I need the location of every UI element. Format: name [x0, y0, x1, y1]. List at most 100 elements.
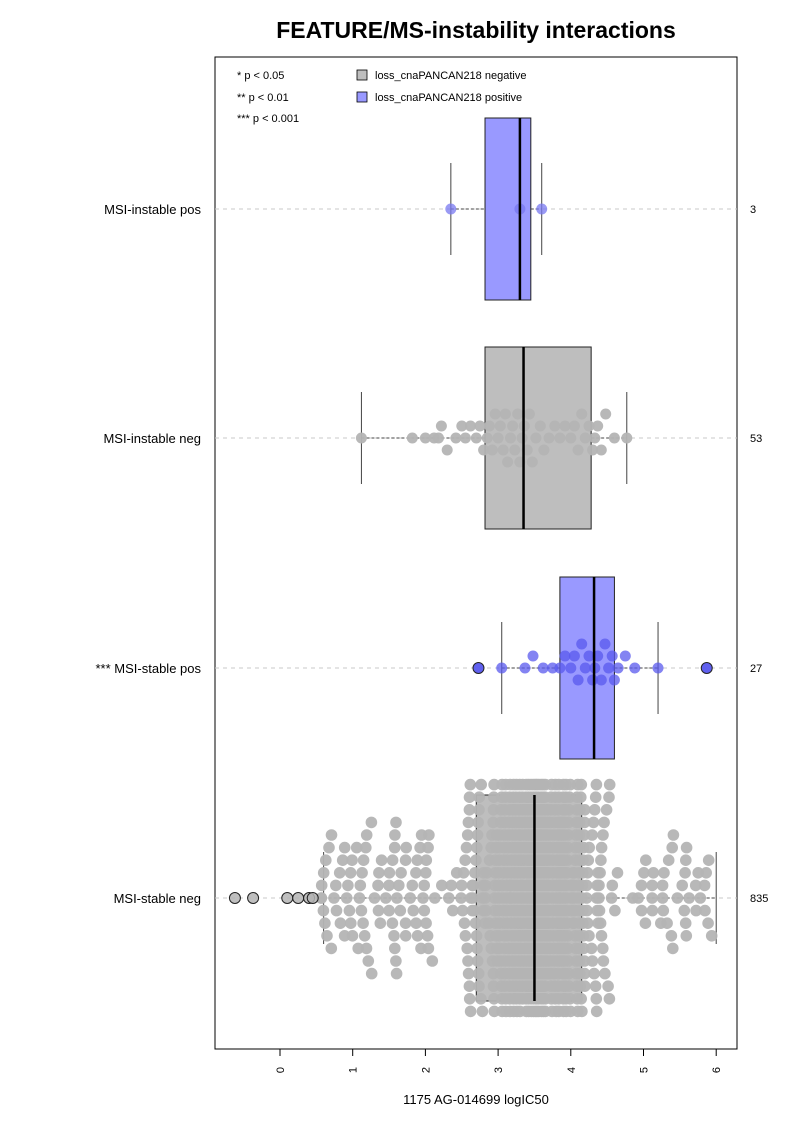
data-point	[595, 930, 608, 942]
data-point	[470, 432, 482, 444]
data-point	[365, 816, 378, 829]
data-point	[365, 967, 378, 980]
data-point	[423, 829, 435, 841]
group: MSI-stable neg 835	[114, 778, 768, 1018]
data-point	[594, 917, 607, 929]
data-point	[662, 854, 675, 866]
data-point	[478, 444, 490, 456]
data-point	[608, 432, 620, 444]
data-point	[489, 408, 501, 420]
data-point	[592, 420, 604, 432]
data-point	[411, 854, 424, 866]
data-point	[471, 841, 483, 854]
data-point	[505, 432, 516, 444]
data-point	[593, 904, 606, 917]
data-point	[443, 892, 455, 904]
data-point	[593, 879, 605, 892]
data-point	[579, 980, 591, 992]
data-point	[583, 930, 595, 942]
data-point	[473, 804, 485, 816]
data-point	[549, 420, 561, 432]
data-point	[492, 432, 504, 444]
data-point	[400, 841, 413, 854]
data-point	[683, 892, 695, 904]
data-point	[345, 917, 357, 929]
data-point	[597, 829, 609, 841]
data-point	[417, 892, 429, 904]
data-point	[429, 892, 441, 904]
data-point	[368, 892, 381, 904]
data-point	[455, 879, 468, 892]
data-point	[656, 892, 669, 904]
data-point	[583, 420, 595, 432]
data-point	[590, 1005, 603, 1018]
data-point	[680, 854, 692, 866]
data-point	[410, 917, 422, 929]
sig-legend-1: * p < 0.05	[237, 70, 284, 82]
data-point	[554, 432, 566, 444]
data-point	[456, 904, 469, 917]
data-point	[656, 879, 669, 892]
legend-swatch-negative	[356, 69, 368, 81]
data-point	[459, 432, 471, 444]
data-point	[358, 930, 371, 942]
data-point	[698, 879, 711, 892]
data-point	[354, 879, 367, 892]
data-point	[464, 778, 477, 791]
x-tick-label: 3	[493, 1067, 505, 1073]
data-point	[519, 662, 531, 674]
data-point	[372, 904, 385, 917]
data-point	[389, 942, 401, 955]
x-tick-label: 6	[711, 1067, 723, 1073]
data-point	[657, 904, 670, 917]
data-point	[586, 829, 598, 841]
data-point	[462, 955, 474, 967]
data-point	[612, 662, 624, 674]
data-point	[538, 444, 550, 456]
data-point	[667, 829, 680, 841]
data-point	[360, 841, 372, 854]
data-point	[462, 967, 475, 980]
data-point	[559, 420, 571, 432]
data-point	[647, 867, 660, 879]
data-point	[580, 892, 593, 904]
data-point	[325, 829, 338, 841]
data-point	[362, 955, 375, 967]
data-point	[463, 804, 476, 816]
data-point	[692, 867, 704, 879]
data-point	[333, 867, 346, 879]
data-point	[468, 904, 480, 917]
data-point	[702, 917, 714, 929]
data-point	[619, 650, 631, 662]
data-point	[375, 854, 388, 866]
data-point	[640, 854, 652, 866]
data-point	[420, 867, 432, 879]
data-point	[676, 879, 688, 892]
data-point	[383, 904, 395, 917]
data-point	[346, 930, 359, 942]
data-point	[471, 829, 484, 841]
legend-label-negative: loss_cnaPANCAN218 negative	[375, 70, 526, 82]
group-label: MSI-stable neg	[114, 891, 201, 906]
data-point	[554, 662, 566, 674]
group-label: *** MSI-stable pos	[96, 661, 202, 676]
data-point	[328, 892, 340, 904]
data-point	[587, 674, 599, 686]
data-point	[340, 892, 353, 904]
data-point	[470, 930, 483, 942]
data-point	[420, 917, 432, 929]
data-point	[635, 879, 648, 892]
data-point	[330, 879, 342, 892]
legend-label-positive: loss_cnaPANCAN218 positive	[375, 92, 522, 104]
data-point	[646, 904, 659, 917]
data-point	[317, 904, 330, 917]
data-point	[360, 942, 373, 955]
data-point	[635, 904, 648, 917]
data-point	[576, 638, 588, 650]
data-point	[680, 930, 693, 942]
data-point	[658, 867, 670, 879]
data-point	[600, 804, 613, 816]
data-point	[603, 778, 616, 791]
data-point	[315, 879, 328, 892]
